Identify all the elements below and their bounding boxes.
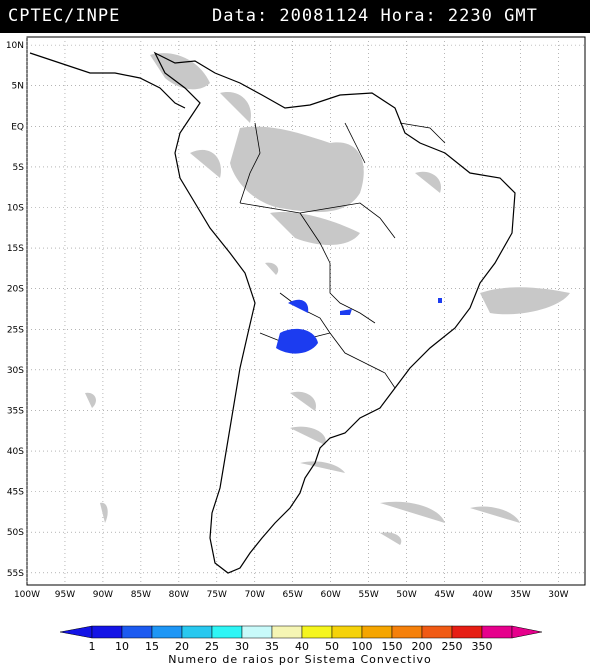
lat-tick-label: EQ: [11, 122, 24, 132]
lat-tick-label: 50S: [7, 528, 24, 538]
south-america-coastline: [153, 51, 516, 574]
lat-tick-label: 35S: [7, 406, 24, 416]
lon-tick-label: 45W: [434, 590, 454, 600]
scale-label: 1: [89, 640, 96, 653]
lon-tick-label: 65W: [283, 590, 303, 600]
lon-tick-label: 60W: [320, 590, 340, 600]
scale-label: 35: [265, 640, 279, 653]
scale-swatch: [91, 625, 123, 639]
lat-tick-label: 25S: [7, 325, 24, 335]
lon-tick-label: 75W: [207, 590, 227, 600]
lat-tick-label: 15S: [7, 244, 24, 254]
lat-tick-label: 55S: [7, 569, 24, 579]
lon-tick-label: 85W: [131, 590, 151, 600]
lat-tick-label: 20S: [7, 285, 24, 295]
lon-tick-label: 35W: [510, 590, 530, 600]
scale-swatch: [391, 625, 423, 639]
scale-label: 100: [352, 640, 373, 653]
graticule: [26, 37, 585, 585]
color-scale: 1 10 15 20 25 30 35 40 50 100 150 200 250 350: [59, 625, 543, 653]
scale-swatch: [361, 625, 393, 639]
lat-tick-label: 5N: [12, 82, 24, 92]
scale-label: 150: [382, 640, 403, 653]
cloud-cover: [85, 53, 570, 545]
map-header: CPTEC/INPE Data: 20081124 Hora: 2230 GMT: [0, 0, 590, 33]
scale-swatch: [121, 625, 153, 639]
scale-max-arrow: [511, 625, 543, 639]
scale-label: 200: [412, 640, 433, 653]
lat-tick-label: 30S: [7, 366, 24, 376]
scale-label: 20: [175, 640, 189, 653]
scale-swatch: [241, 625, 273, 639]
source-label: CPTEC/INPE: [8, 6, 121, 26]
datetime-label: Data: 20081124 Hora: 2230 GMT: [212, 6, 538, 26]
lon-tick-label: 30W: [548, 590, 568, 600]
scale-min-arrow: [59, 625, 93, 639]
scale-label: 30: [235, 640, 249, 653]
lon-tick-label: 90W: [93, 590, 113, 600]
scale-swatch: [481, 625, 513, 639]
lat-tick-label: 40S: [7, 447, 24, 457]
lon-tick-label: 80W: [169, 590, 189, 600]
scale-swatch: [451, 625, 483, 639]
scale-swatch: [211, 625, 243, 639]
lon-tick-label: 100W: [14, 590, 40, 600]
lat-tick-label: 10S: [7, 203, 24, 213]
scale-label: 15: [145, 640, 159, 653]
scale-swatch: [271, 625, 303, 639]
lon-tick-label: 95W: [55, 590, 75, 600]
scale-swatch: [181, 625, 213, 639]
scale-swatch: [301, 625, 333, 639]
lat-tick-label: 45S: [7, 488, 24, 498]
lightning-systems: [276, 298, 442, 354]
scale-swatch: [151, 625, 183, 639]
country-borders: [239, 122, 446, 389]
scale-swatch: [421, 625, 453, 639]
lat-tick-label: 10N: [6, 41, 24, 51]
central-america-coastline: [29, 52, 186, 109]
lon-tick-label: 55W: [358, 590, 378, 600]
scale-swatch: [331, 625, 363, 639]
scale-label: 10: [115, 640, 129, 653]
lat-tick-label: 5S: [13, 163, 25, 173]
scale-label: 250: [442, 640, 463, 653]
scale-label: 40: [295, 640, 309, 653]
lon-tick-label: 70W: [245, 590, 265, 600]
scale-label: 25: [205, 640, 219, 653]
lon-tick-label: 40W: [472, 590, 492, 600]
lightning-map: 10N 5N EQ 5S 10S 15S 20S 25S 30S 35S 40S 45S 50S 55S 1…: [6, 36, 586, 600]
scale-label: 50: [325, 640, 339, 653]
scale-label: 350: [472, 640, 493, 653]
legend-caption: Numero de raios por Sistema Convectivo: [168, 653, 432, 666]
lon-tick-label: 50W: [396, 590, 416, 600]
